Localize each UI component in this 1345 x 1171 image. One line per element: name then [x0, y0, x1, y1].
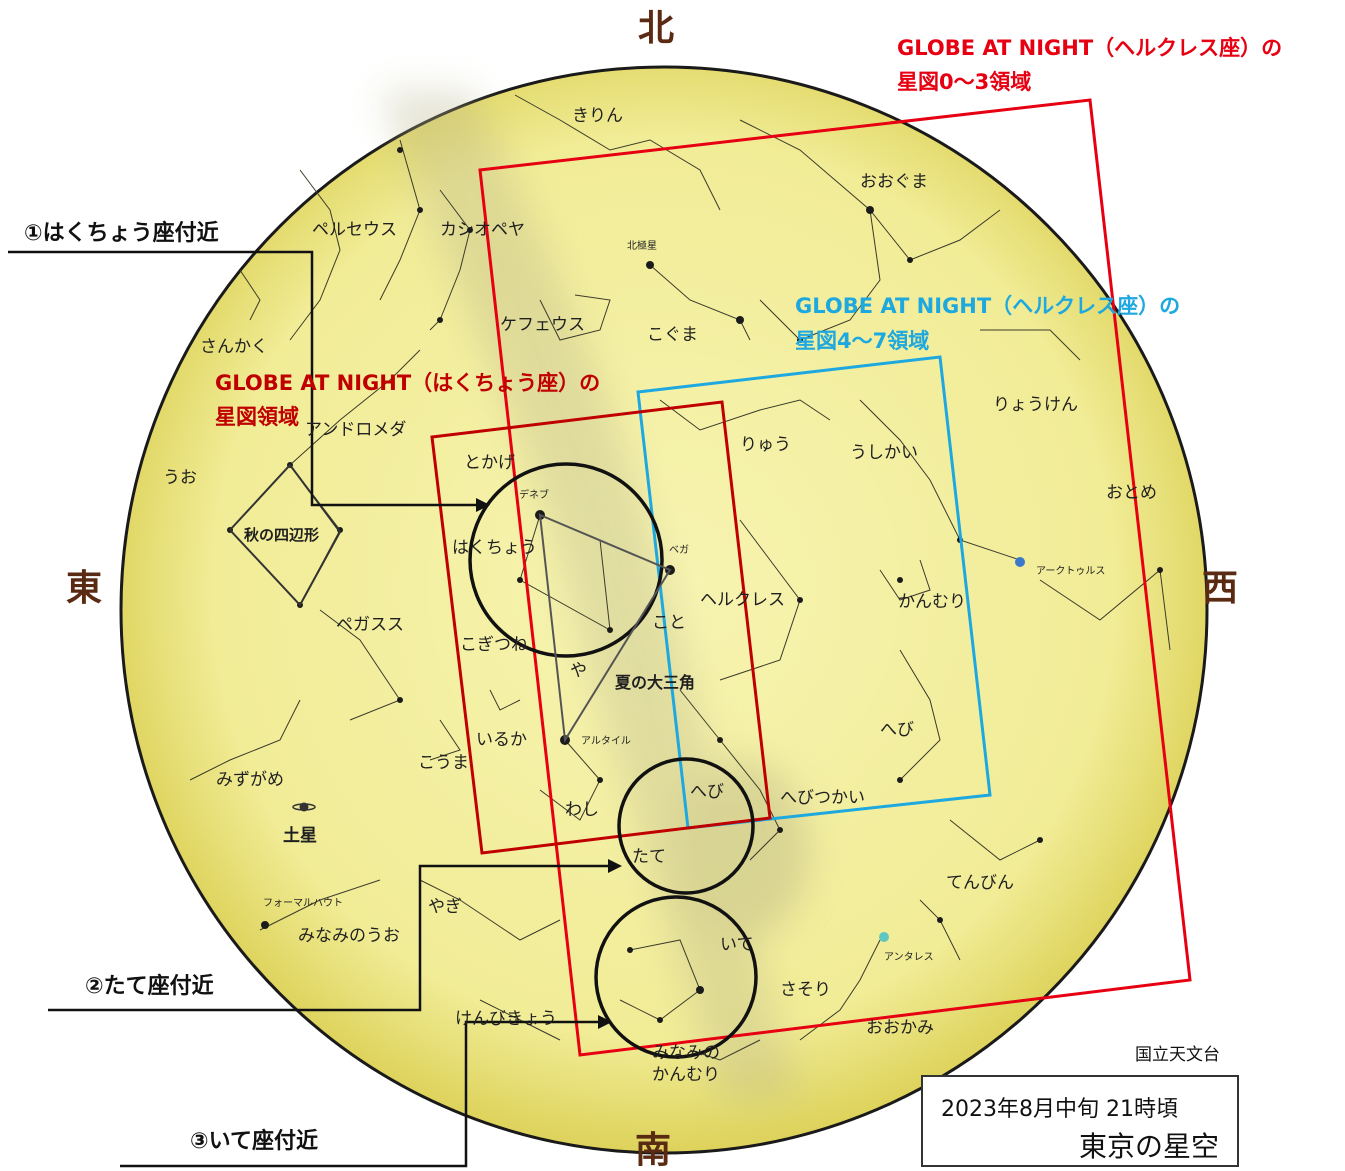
label-kouma: こうま [418, 753, 469, 773]
label-koto: こと [652, 613, 686, 633]
label-kenbikyou: けんびきょう [455, 1009, 557, 1029]
region-cygnus [430, 400, 772, 855]
region-hercules-0-3-title-1: GLOBE AT NIGHT（ヘルクレス座）の [897, 36, 1282, 60]
label-minaminokanmuri-2: かんむり [652, 1065, 720, 1085]
autumn-square-shape [228, 463, 342, 607]
label-otome: おとめ [1106, 483, 1157, 503]
label-mizugame: みずがめ [216, 770, 284, 790]
label-pegasus: ペガスス [336, 615, 404, 635]
label-ooguma: おおぐま [860, 172, 928, 192]
label-ushikai: うしかい [850, 443, 918, 463]
direction-west: 西 [1202, 568, 1238, 609]
label-tenbin: てんびん [946, 873, 1014, 893]
label-hebitsukai: へびつかい [780, 788, 865, 808]
label-ryouken: りょうけん [993, 395, 1078, 415]
label-minaminouo: みなみのうお [298, 926, 400, 946]
label-cepheus: ケフェウス [500, 315, 585, 335]
callout-sagittarius-area: ③いて座付近 [190, 1128, 318, 1154]
callout-scutum-area: ②たて座付近 [85, 973, 214, 999]
title-date: 2023年8月中旬 21時頃 [941, 1097, 1178, 1122]
summer-triangle-shape [538, 513, 672, 743]
callout-arrowheads [476, 498, 622, 1029]
region-hercules-4-7-title-1: GLOBE AT NIGHT（ヘルクレス座）の [795, 294, 1180, 318]
label-kirin: きりん [572, 106, 623, 126]
label-antares: アンタレス [884, 951, 934, 963]
label-ya: や [570, 661, 587, 681]
title-box: 2023年8月中旬 21時頃 東京の星空 [921, 1075, 1239, 1167]
region-cygnus-title-1: GLOBE AT NIGHT（はくちょう座）の [215, 371, 600, 395]
label-hercules: ヘルクレス [700, 590, 785, 610]
callout-cygnus-area: ①はくちょう座付近 [24, 220, 219, 246]
label-uo: うお [163, 468, 197, 488]
star-antares [879, 932, 889, 942]
label-andromeda: アンドロメダ [305, 420, 406, 440]
label-fomalhaut: フォーマルハウト [263, 897, 343, 909]
label-perseus: ペルセウス [312, 220, 397, 240]
region-hercules-0-3 [478, 98, 1192, 1057]
label-tokage: とかげ [464, 453, 515, 473]
label-kanmuri: かんむり [898, 592, 966, 612]
label-koguma: こぐま [647, 325, 698, 345]
label-sasori: さそり [780, 980, 831, 1000]
label-ryuu: りゅう [740, 435, 791, 455]
label-vega: ベガ [669, 544, 689, 556]
label-iruka: いるか [476, 730, 527, 750]
circle-scutum-area [617, 757, 755, 895]
label-hebi-upper: へび [880, 720, 914, 740]
saturn-icon [292, 802, 316, 812]
circle-sagittarius-area [594, 895, 758, 1059]
star-fomalhaut [261, 921, 269, 929]
region-hercules-0-3-title-2: 星図0〜3領域 [897, 70, 1031, 94]
circle-cygnus-area [468, 462, 664, 658]
label-polaris: 北極星 [627, 239, 657, 252]
label-minaminokanmuri-1: みなみの [652, 1043, 720, 1063]
label-yagi: やぎ [428, 897, 462, 917]
label-arcturus: アークトゥルス [1036, 565, 1105, 577]
direction-north: 北 [638, 8, 674, 49]
label-cassiopeia: カシオペヤ [440, 220, 525, 240]
label-autumn-square: 秋の四辺形 [244, 526, 319, 544]
title-location: 東京の星空 [1078, 1130, 1219, 1163]
label-hakuchou: はくちょう [452, 538, 537, 558]
credit-label: 国立天文台 [1135, 1045, 1220, 1065]
label-altair: アルタイル [581, 735, 631, 747]
region-hercules-4-7-title-2: 星図4〜7領域 [795, 329, 929, 353]
label-sankaku: さんかく [200, 337, 268, 357]
label-ookami: おおかみ [866, 1018, 934, 1038]
milky-way [380, 90, 810, 1100]
region-cygnus-title-2: 星図領域 [215, 405, 299, 429]
star-arcturus [1015, 557, 1025, 567]
callout-lines [8, 250, 610, 1168]
label-summer-triangle: 夏の大三角 [614, 673, 695, 692]
region-hercules-4-7 [636, 355, 992, 830]
label-kogitsune: こぎつね [460, 635, 528, 655]
direction-south: 南 [635, 1130, 671, 1171]
label-hebi-lower: へび [690, 782, 724, 802]
star-polaris [646, 261, 654, 269]
label-washi: わし [565, 800, 599, 820]
label-tate: たて [632, 847, 666, 867]
label-deneb: デネブ [519, 488, 549, 501]
label-saturn: 土星 [283, 825, 317, 846]
label-ite: いて [720, 935, 754, 955]
direction-east: 東 [66, 568, 102, 609]
